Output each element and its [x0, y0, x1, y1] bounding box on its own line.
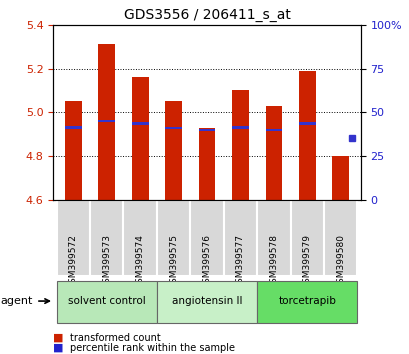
FancyBboxPatch shape	[256, 281, 357, 323]
Text: GSM399579: GSM399579	[302, 234, 311, 289]
FancyBboxPatch shape	[157, 200, 190, 276]
FancyBboxPatch shape	[223, 200, 256, 276]
Text: agent: agent	[1, 296, 49, 306]
FancyBboxPatch shape	[256, 200, 290, 276]
Bar	[198, 128, 215, 200]
FancyBboxPatch shape	[157, 281, 256, 323]
Text: ■: ■	[53, 343, 64, 353]
Bar	[198, 129, 215, 131]
Text: GSM399577: GSM399577	[236, 234, 244, 289]
Text: solvent control: solvent control	[68, 296, 145, 306]
Text: transformed count: transformed count	[70, 333, 160, 343]
Title: GDS3556 / 206411_s_at: GDS3556 / 206411_s_at	[123, 8, 290, 22]
Text: GSM399576: GSM399576	[202, 234, 211, 289]
FancyBboxPatch shape	[290, 200, 323, 276]
Text: GSM399573: GSM399573	[102, 234, 111, 289]
Bar	[231, 126, 248, 129]
FancyBboxPatch shape	[56, 281, 157, 323]
Text: torcetrapib: torcetrapib	[278, 296, 335, 306]
Bar	[165, 127, 182, 129]
Text: percentile rank within the sample: percentile rank within the sample	[70, 343, 234, 353]
FancyBboxPatch shape	[323, 200, 357, 276]
Text: GSM399580: GSM399580	[335, 234, 344, 289]
Text: GSM399575: GSM399575	[169, 234, 178, 289]
Bar	[265, 129, 281, 131]
FancyBboxPatch shape	[56, 200, 90, 276]
Text: GSM399572: GSM399572	[69, 234, 78, 289]
Bar	[98, 120, 115, 122]
Bar	[132, 77, 148, 200]
Text: angiotensin II: angiotensin II	[171, 296, 242, 306]
FancyBboxPatch shape	[90, 200, 123, 276]
FancyBboxPatch shape	[123, 200, 157, 276]
Bar	[231, 90, 248, 200]
FancyBboxPatch shape	[190, 200, 223, 276]
Bar	[65, 101, 81, 200]
Text: GSM399574: GSM399574	[135, 234, 144, 289]
Bar	[98, 45, 115, 200]
Text: GSM399578: GSM399578	[269, 234, 278, 289]
Bar	[298, 122, 315, 125]
Text: ■: ■	[53, 333, 64, 343]
Bar	[65, 126, 81, 129]
Bar	[165, 101, 182, 200]
Bar	[298, 71, 315, 200]
Bar	[332, 156, 348, 200]
Bar	[132, 122, 148, 125]
Bar	[265, 106, 281, 200]
